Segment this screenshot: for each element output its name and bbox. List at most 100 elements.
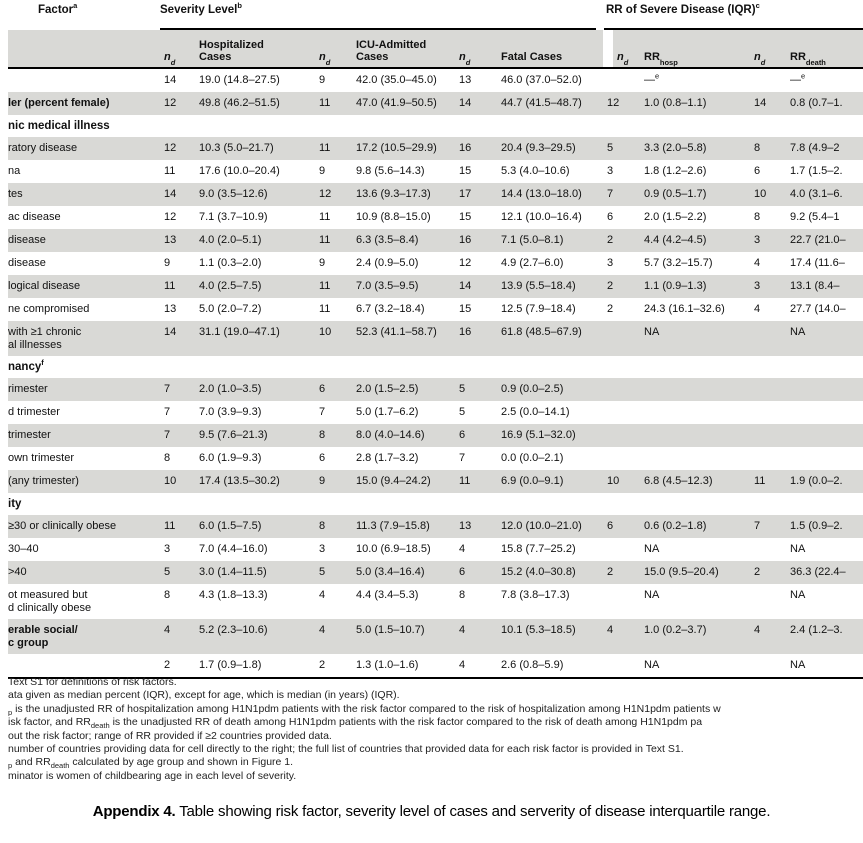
cell: 9.2 (5.4–1 — [790, 211, 840, 223]
cell: 6.0 (1.9–9.3) — [199, 452, 262, 464]
cell: 3 — [164, 543, 171, 555]
cell: 7.8 (3.8–17.3) — [501, 589, 570, 601]
cell: 17 — [459, 188, 472, 200]
cell: 2 — [607, 303, 614, 315]
cell: 2.8 (1.7–3.2) — [356, 452, 419, 464]
cell: 17.4 (13.5–30.2) — [199, 475, 280, 487]
section-label: nancyf — [8, 358, 44, 373]
footnote-line: out the risk factor; range of RR provide… — [8, 729, 332, 742]
cell: 0.8 (0.7–1. — [790, 97, 843, 109]
cell: NA — [644, 659, 660, 671]
caption: Appendix 4. Table showing risk factor, s… — [0, 803, 863, 820]
cell: NA — [790, 543, 806, 555]
cell: 2.0 (1.5–2.2) — [644, 211, 707, 223]
cell: 6.9 (0.0–9.1) — [501, 475, 564, 487]
header-icu-admitted-cases: ICU-Admitted Cases — [352, 30, 455, 67]
table-row: >40 5 3.0 (1.4–11.5) 5 5.0 (3.4–16.4) 6 15.2 (… — [8, 561, 863, 584]
cell: 7.0 (4.4–16.0) — [199, 543, 268, 555]
cell: 15 — [459, 211, 472, 223]
table-row: (any trimester) 10 17.4 (13.5–30.2) 9 15.0 (… — [8, 470, 863, 493]
footnote-line: Text S1 for definitions of risk factors. — [8, 676, 177, 688]
cell: 4 — [459, 659, 466, 671]
cell: 4.0 (3.1–6. — [790, 188, 843, 200]
cell: 12 — [164, 97, 177, 109]
row-label: d trimester — [8, 406, 60, 418]
cell: 0.9 (0.0–2.5) — [501, 383, 564, 395]
row-label: rimester — [8, 383, 48, 395]
row-label: ler (percent female) — [8, 97, 110, 109]
cell: 49.8 (46.2–51.5) — [199, 97, 280, 109]
cell: 9 — [319, 257, 326, 269]
cell: 19.0 (14.8–27.5) — [199, 74, 280, 86]
cell: 2 — [754, 566, 761, 578]
cell: 2.4 (0.9–5.0) — [356, 257, 419, 269]
cell: 9 — [164, 257, 171, 269]
cell: 0.6 (0.2–1.8) — [644, 520, 707, 532]
cell: 12 — [607, 97, 620, 109]
cell: NA — [644, 589, 660, 601]
cell: 13.6 (9.3–17.3) — [356, 188, 431, 200]
cell: 11 — [319, 280, 331, 292]
risk-factor-table: Factora Severity Levelb RR of Severe Dis… — [8, 0, 863, 679]
cell: 2.0 (1.5–2.5) — [356, 383, 419, 395]
table-row: logical disease 11 4.0 (2.5–7.5) 11 7.0 (3.5… — [8, 275, 863, 298]
table-row: tes 14 9.0 (3.5–12.6) 12 13.6 (9.3–17.3) 17 14… — [8, 183, 863, 206]
cell: 12.5 (7.9–18.4) — [501, 303, 576, 315]
cell: 11 — [319, 211, 331, 223]
cell: 22.7 (21.0– — [790, 234, 846, 246]
cell: 31.1 (19.0–47.1) — [199, 326, 280, 338]
footnote-line: number of countries providing data for c… — [8, 743, 684, 756]
cell: 7.0 (3.5–9.5) — [356, 280, 419, 292]
cell — [750, 321, 786, 326]
row-label: ratory disease — [8, 142, 78, 154]
cell: 11 — [459, 475, 471, 487]
cell: 15.2 (4.0–30.8) — [501, 566, 576, 578]
cell: 11 — [319, 97, 331, 109]
cell: 10 — [607, 475, 620, 487]
row-label: logical disease — [8, 280, 81, 292]
cell: 7 — [459, 452, 466, 464]
cell — [603, 321, 640, 326]
table-row: disease 9 1.1 (0.3–2.0) 9 2.4 (0.9–5.0) 12 4.9… — [8, 252, 863, 275]
cell: 14 — [459, 97, 472, 109]
table-row: d trimester 7 7.0 (3.9–9.3) 7 5.0 (1.7–6.2) 5… — [8, 401, 863, 424]
cell: 17.6 (10.0–20.4) — [199, 165, 280, 177]
row-label: >40 — [8, 566, 27, 578]
cell: 12 — [459, 257, 472, 269]
cell: 7 — [164, 383, 171, 395]
cell: 42.0 (35.0–45.0) — [356, 74, 437, 86]
table-row: with ≥1 chronic al illnesses 14 31.1 (19.0… — [8, 321, 863, 356]
cell: 7 — [754, 520, 761, 532]
rr-group-underline — [604, 28, 863, 30]
cell: 11 — [164, 520, 176, 532]
cell: 9 — [319, 74, 326, 86]
table-row: ot measured but d clinically obese 8 4.3 (… — [8, 584, 863, 619]
cell: 17.2 (10.5–29.9) — [356, 142, 437, 154]
cell: 8 — [459, 589, 466, 601]
cell: 2.0 (1.0–3.5) — [199, 383, 262, 395]
cell: 3 — [607, 257, 614, 269]
cell: 0.0 (0.0–2.1) — [501, 452, 564, 464]
cell: 4.9 (2.7–6.0) — [501, 257, 564, 269]
cell — [750, 584, 786, 589]
table-row: ne compromised 13 5.0 (2.0–7.2) 11 6.7 (3.2–… — [8, 298, 863, 321]
cell: 5.0 (1.5–10.7) — [356, 624, 425, 636]
cell: 4.0 (2.5–7.5) — [199, 280, 262, 292]
cell: 4 — [319, 624, 326, 636]
section-row: ity — [8, 493, 863, 515]
cell: 4 — [164, 624, 171, 636]
cell: 4.4 (4.2–4.5) — [644, 234, 707, 246]
row-label: ac disease — [8, 211, 61, 223]
cell: 2 — [607, 566, 614, 578]
cell: 15 — [459, 303, 472, 315]
cell: 61.8 (48.5–67.9) — [501, 326, 582, 338]
cell: 11.3 (7.9–15.8) — [356, 520, 430, 532]
cell: 14 — [459, 280, 472, 292]
cell: 10.1 (5.3–18.5) — [501, 624, 576, 636]
cell: 0.9 (0.5–1.7) — [644, 188, 707, 200]
column-group-rr: RR of Severe Disease (IQR)c — [606, 1, 760, 16]
